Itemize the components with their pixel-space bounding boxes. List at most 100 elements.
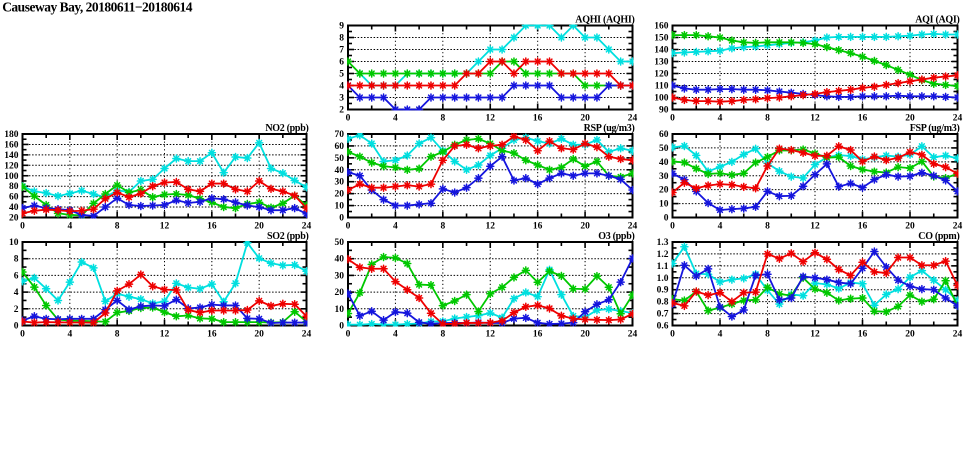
- svg-text:16: 16: [858, 222, 868, 232]
- svg-text:40: 40: [335, 255, 345, 265]
- svg-text:6: 6: [339, 58, 344, 68]
- svg-text:NO2 (ppb): NO2 (ppb): [265, 123, 308, 134]
- svg-text:16: 16: [533, 330, 543, 340]
- svg-text:30: 30: [659, 172, 669, 182]
- svg-text:0.6: 0.6: [657, 322, 669, 332]
- svg-text:140: 140: [654, 46, 669, 56]
- svg-text:50: 50: [659, 144, 669, 154]
- svg-text:0.9: 0.9: [657, 286, 669, 296]
- svg-text:20: 20: [580, 330, 590, 340]
- svg-text:0.8: 0.8: [657, 298, 669, 308]
- svg-text:0: 0: [339, 214, 344, 224]
- svg-text:20: 20: [905, 222, 915, 232]
- svg-text:60: 60: [9, 193, 19, 203]
- svg-text:12: 12: [810, 114, 820, 124]
- svg-text:8: 8: [440, 330, 445, 340]
- svg-text:4: 4: [393, 330, 398, 340]
- svg-text:4: 4: [718, 330, 723, 340]
- svg-text:AQHI (AQHI): AQHI (AQHI): [575, 15, 634, 26]
- svg-text:12: 12: [810, 222, 820, 232]
- svg-text:CO (ppm): CO (ppm): [918, 231, 959, 242]
- svg-text:1.1: 1.1: [657, 262, 669, 272]
- svg-text:4: 4: [339, 82, 344, 92]
- svg-text:RSP (ug/m3): RSP (ug/m3): [584, 123, 635, 134]
- svg-text:60: 60: [335, 142, 345, 152]
- svg-text:40: 40: [659, 158, 669, 168]
- svg-text:30: 30: [335, 271, 345, 281]
- svg-text:20: 20: [9, 214, 19, 224]
- svg-text:7: 7: [339, 46, 344, 56]
- svg-text:8: 8: [440, 114, 445, 124]
- svg-text:0: 0: [20, 330, 25, 340]
- svg-text:0: 0: [664, 214, 669, 224]
- svg-text:1.2: 1.2: [657, 250, 669, 260]
- svg-text:160: 160: [4, 140, 19, 150]
- svg-text:100: 100: [654, 94, 669, 104]
- svg-text:24: 24: [628, 330, 638, 340]
- svg-text:150: 150: [654, 34, 669, 44]
- svg-text:120: 120: [4, 161, 19, 171]
- svg-text:0: 0: [670, 222, 675, 232]
- svg-text:8: 8: [765, 330, 770, 340]
- svg-text:8: 8: [765, 114, 770, 124]
- svg-text:16: 16: [858, 330, 868, 340]
- svg-text:40: 40: [335, 166, 345, 176]
- svg-text:4: 4: [67, 330, 72, 340]
- svg-text:8: 8: [14, 255, 19, 265]
- svg-text:0: 0: [339, 322, 344, 332]
- svg-text:12: 12: [810, 330, 820, 340]
- svg-text:70: 70: [335, 130, 345, 140]
- svg-text:4: 4: [393, 222, 398, 232]
- svg-text:10: 10: [9, 238, 19, 248]
- svg-text:16: 16: [858, 114, 868, 124]
- svg-text:0: 0: [20, 222, 25, 232]
- svg-text:AQI (AQI): AQI (AQI): [915, 15, 959, 26]
- svg-text:24: 24: [302, 330, 312, 340]
- svg-text:1.3: 1.3: [657, 238, 669, 248]
- svg-text:6: 6: [14, 271, 19, 281]
- svg-text:24: 24: [302, 222, 312, 232]
- svg-text:12: 12: [486, 114, 496, 124]
- svg-text:0.7: 0.7: [657, 310, 669, 320]
- svg-text:140: 140: [4, 151, 19, 161]
- svg-text:16: 16: [533, 114, 543, 124]
- svg-text:4: 4: [718, 114, 723, 124]
- svg-text:2: 2: [339, 106, 344, 116]
- svg-text:12: 12: [486, 330, 496, 340]
- svg-text:1.0: 1.0: [657, 274, 669, 284]
- svg-text:0: 0: [346, 330, 351, 340]
- svg-text:24: 24: [628, 114, 638, 124]
- svg-text:12: 12: [160, 330, 170, 340]
- svg-text:Causeway Bay, 20180611−2018061: Causeway Bay, 20180611−20180614: [2, 0, 193, 14]
- svg-text:20: 20: [580, 222, 590, 232]
- svg-text:24: 24: [953, 222, 963, 232]
- svg-text:24: 24: [953, 114, 963, 124]
- svg-text:10: 10: [335, 305, 345, 315]
- svg-text:30: 30: [335, 178, 345, 188]
- svg-text:8: 8: [339, 34, 344, 44]
- svg-text:20: 20: [659, 186, 669, 196]
- svg-text:24: 24: [953, 330, 963, 340]
- svg-text:O3 (ppb): O3 (ppb): [598, 231, 634, 242]
- svg-text:10: 10: [659, 200, 669, 210]
- svg-text:8: 8: [115, 330, 120, 340]
- svg-text:16: 16: [207, 222, 217, 232]
- svg-text:12: 12: [486, 222, 496, 232]
- svg-text:4: 4: [718, 222, 723, 232]
- svg-text:0: 0: [346, 222, 351, 232]
- svg-text:130: 130: [654, 58, 669, 68]
- svg-text:16: 16: [207, 330, 217, 340]
- svg-text:24: 24: [628, 222, 638, 232]
- svg-text:20: 20: [335, 288, 345, 298]
- svg-text:SO2 (ppb): SO2 (ppb): [267, 231, 309, 242]
- svg-text:20: 20: [905, 114, 915, 124]
- svg-text:4: 4: [14, 288, 19, 298]
- svg-text:20: 20: [335, 190, 345, 200]
- svg-text:2: 2: [14, 305, 19, 315]
- svg-text:180: 180: [4, 130, 19, 140]
- svg-text:20: 20: [254, 330, 264, 340]
- svg-text:5: 5: [339, 70, 344, 80]
- svg-text:0: 0: [346, 114, 351, 124]
- svg-text:160: 160: [654, 22, 669, 32]
- svg-text:9: 9: [339, 22, 344, 32]
